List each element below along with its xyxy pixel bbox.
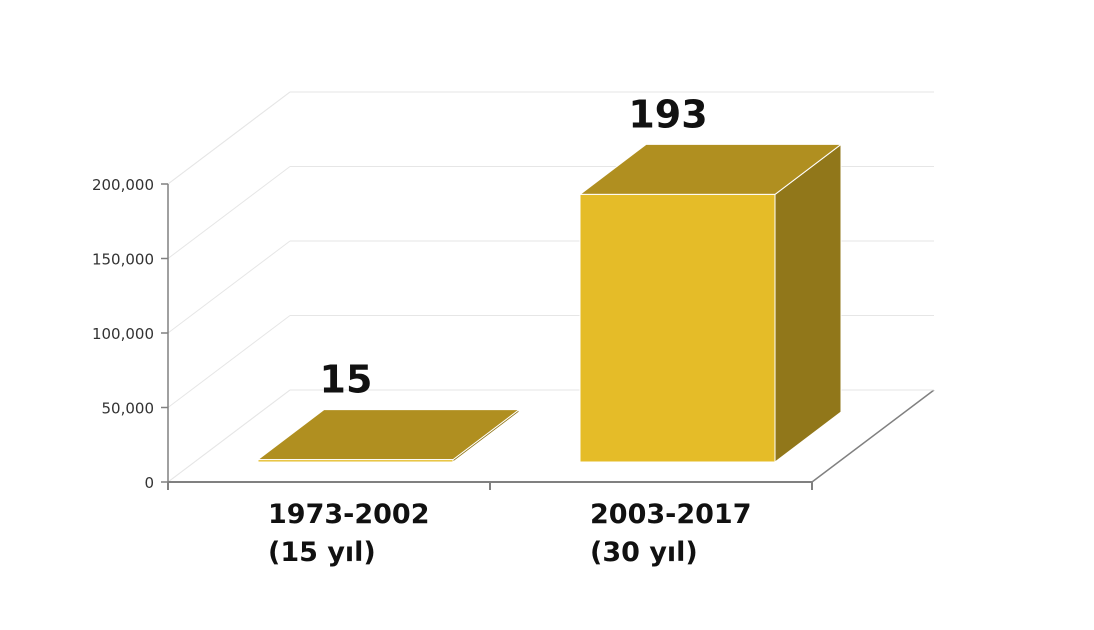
gridline-side — [167, 315, 291, 408]
axes: 0 50,000 100,000 150,000 200,000 — [92, 176, 813, 492]
bar-side-face — [774, 143, 842, 464]
bar-front-face — [579, 193, 776, 463]
bar-2 — [578, 143, 843, 464]
category-label: (15 yıl) — [268, 537, 376, 568]
category-label: 1973-2002 — [268, 499, 430, 530]
bar-front-face — [257, 459, 454, 463]
y-tick-label: 200,000 — [92, 176, 154, 194]
category-label: (30 yıl) — [590, 537, 698, 568]
y-tick-label: 50,000 — [102, 400, 155, 418]
gridline-side — [167, 166, 291, 259]
gridline-side — [167, 240, 291, 334]
labels: 15 1973-2002 (15 yıl) 193 2003-2017 (30 yıl) — [268, 92, 752, 568]
floor-edge — [167, 389, 291, 483]
data-label: 193 — [628, 92, 707, 136]
y-tick-label: 100,000 — [92, 325, 154, 343]
gridline-side — [167, 91, 291, 185]
bar-top-face — [256, 409, 521, 461]
y-tick-label: 150,000 — [92, 251, 154, 269]
bar-1 — [256, 408, 521, 464]
y-tick-label: 0 — [144, 474, 154, 492]
category-label: 2003-2017 — [590, 499, 752, 530]
data-label: 15 — [320, 358, 373, 402]
floor-edge — [811, 389, 935, 483]
bars — [256, 143, 843, 464]
